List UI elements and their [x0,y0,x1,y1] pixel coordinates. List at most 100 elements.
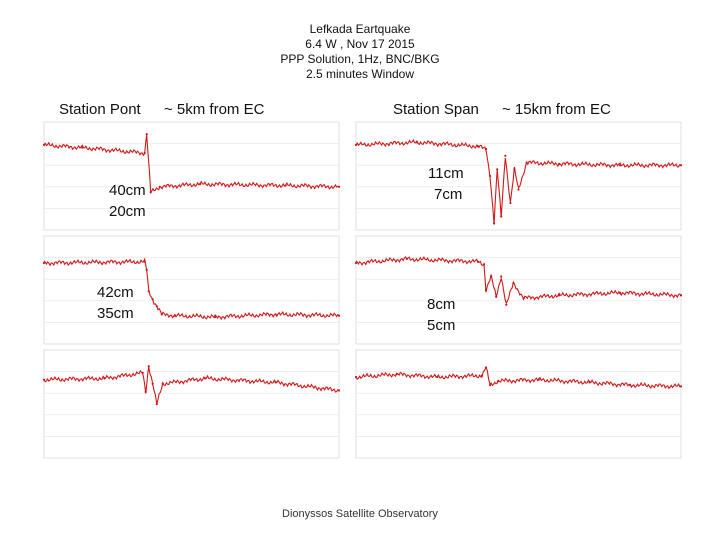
data-point [679,294,683,297]
data-point [141,371,144,374]
series-line [43,134,340,195]
span-a-value-2: 7cm [434,186,463,203]
span-b-annotation: 8cm 5cm [427,294,455,336]
data-point [500,215,503,218]
data-point [103,377,106,380]
span-b-value-2: 5cm [427,317,456,334]
data-point [558,162,561,165]
data-point [274,381,277,384]
pont-plot [42,121,341,459]
data-point [337,185,341,188]
data-point [493,222,496,225]
data-point [679,385,683,388]
data-point [143,260,146,263]
pont-a-annotation: 40cm 20cm [109,180,146,222]
data-point [489,174,492,178]
panel-frame [355,349,682,459]
panel-pont-c [42,349,341,459]
panel-frame [43,121,340,231]
data-point [42,378,46,381]
data-point [513,168,516,171]
panel-frame [355,235,682,345]
data-point [629,384,632,387]
pont-a-value-1: 40cm [109,182,146,199]
panel-span-a [354,121,683,231]
data-point [476,260,479,263]
data-point [484,147,488,151]
series-line [355,365,682,390]
series-line [43,366,340,405]
station-pont-label: Station Pont [59,101,141,118]
title-line-1: Lefkada Eartquake [309,22,411,36]
data-point [151,298,154,301]
data-point [509,201,512,205]
data-point [354,375,358,379]
series-line [43,257,340,321]
data-point [588,381,591,384]
data-point [405,257,408,260]
pont-b-value-1: 42cm [97,284,134,301]
panel-frame [43,349,340,459]
data-point [482,263,486,266]
data-point [522,297,525,300]
data-point [147,290,150,293]
panel-span-b [354,235,683,345]
pont-b-annotation: 42cm 35cm [97,282,134,324]
data-point [354,143,358,146]
data-point [144,390,147,393]
data-point [512,282,515,285]
data-point [337,389,341,392]
data-point [517,188,520,191]
data-point [204,377,207,380]
data-point [81,146,84,149]
series-line [355,138,682,225]
data-point [480,374,483,377]
data-point [284,184,287,187]
station-span-label: Station Span [393,101,479,118]
data-point [147,365,150,368]
data-point [504,154,507,157]
footer-credit: Dionyssos Satellite Observatory [282,508,438,520]
data-point [490,275,493,278]
data-point [619,164,622,167]
span-a-value-1: 11cm [428,165,464,182]
title-line-3: PPP Solution, 1Hz, BNC/BKG [280,52,440,66]
data-point [496,168,499,171]
data-point [161,382,164,385]
pont-b-value-2: 35cm [97,305,134,322]
data-point [337,314,341,317]
title-line-2: 6.4 W , Nov 17 2015 [305,37,415,51]
span-plot [354,121,683,459]
panel-frame [43,235,340,345]
data-point [500,275,503,278]
data-point [436,375,439,379]
data-point [497,380,500,383]
data-point [484,288,488,292]
data-point [415,141,418,144]
panel-pont-a [42,121,341,231]
data-point [395,373,398,376]
data-point [484,366,488,369]
series-line [355,255,682,305]
data-point [495,295,498,298]
data-point [143,151,146,155]
data-point [173,314,176,317]
span-a-annotation: 11cm 7cm [428,163,464,205]
data-point [214,315,217,319]
pont-a-value-2: 20cm [109,203,146,220]
data-point [354,261,358,265]
data-point [155,402,158,406]
panel-frame [355,121,682,231]
data-point [160,313,163,316]
data-point [274,313,277,316]
title-line-4: 2.5 minutes Window [305,67,415,81]
data-point [145,268,148,271]
data-point [42,143,46,146]
data-point [558,294,561,297]
station-span-distance: ~ 15km from EC [502,101,611,118]
data-point [476,145,479,148]
data-point [489,384,492,387]
data-point [158,185,161,188]
chart-title: Lefkada Eartquake 6.4 W , Nov 17 2015 PP… [0,22,720,82]
data-point [619,291,622,294]
